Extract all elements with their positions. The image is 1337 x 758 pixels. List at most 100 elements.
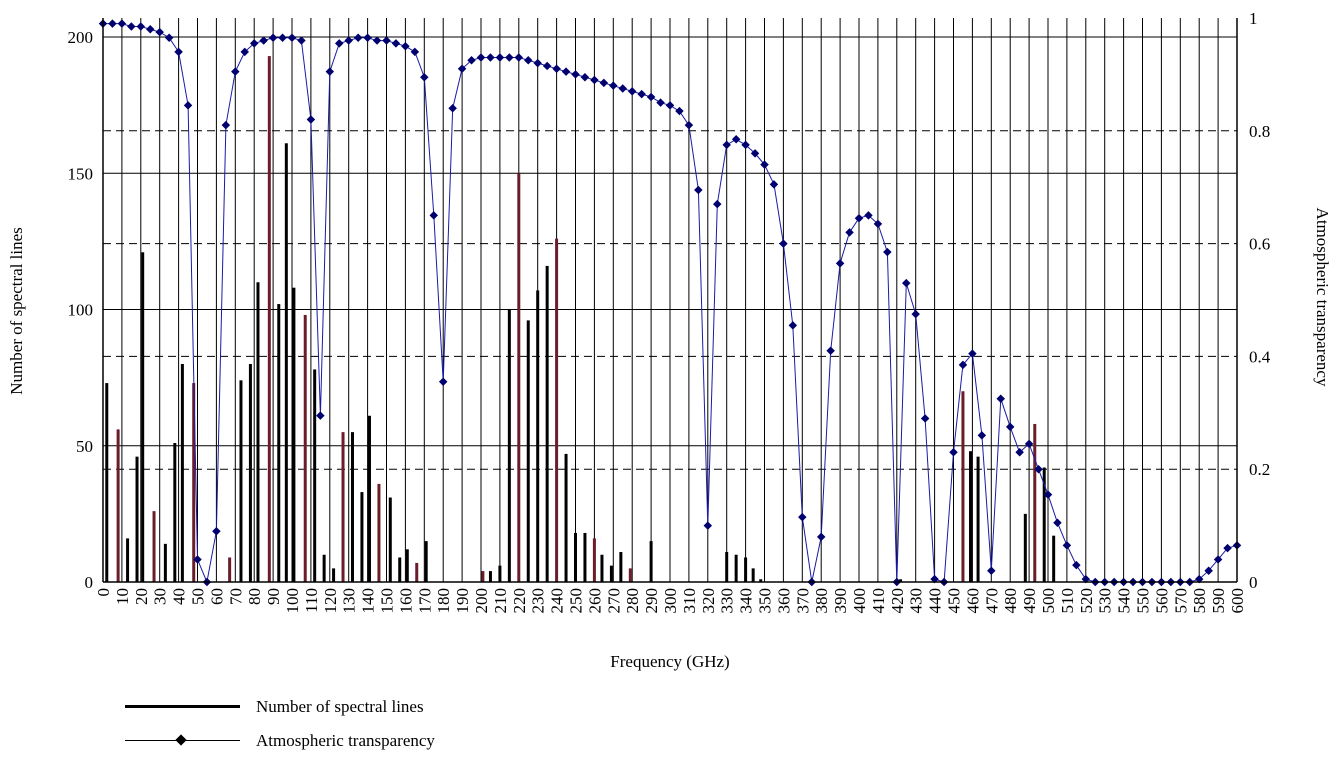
bar	[126, 538, 130, 582]
x-tick-label: 260	[585, 588, 604, 614]
data-point	[391, 39, 401, 48]
x-tick-label: 70	[226, 588, 245, 605]
data-point	[920, 414, 930, 423]
x-tick-label: 280	[623, 588, 642, 614]
data-point	[571, 70, 580, 79]
bar	[256, 282, 260, 582]
x-tick-label: 20	[132, 588, 151, 605]
data-point	[1015, 448, 1024, 457]
bar	[267, 56, 271, 582]
x-tick-label: 160	[396, 588, 415, 614]
data-point	[231, 67, 240, 76]
axes	[102, 18, 1238, 583]
x-tick-label: 560	[1152, 588, 1171, 614]
y-tick-label: 100	[68, 301, 94, 320]
bar	[163, 543, 167, 582]
bar	[583, 532, 587, 582]
data-point	[646, 92, 656, 102]
data-point	[353, 33, 363, 42]
y-tick-label: 50	[76, 437, 93, 456]
bar	[388, 497, 392, 582]
data-point	[590, 75, 599, 85]
bar	[759, 579, 763, 582]
data-point	[514, 53, 524, 62]
data-point	[287, 33, 297, 42]
bar	[377, 483, 381, 582]
x-tick-label: 130	[340, 588, 359, 614]
data-point	[249, 39, 259, 48]
data-point	[694, 185, 703, 195]
y-axis-title: Number of spectral lines	[7, 227, 26, 395]
y-tick-label: 200	[68, 28, 94, 47]
bar	[332, 568, 336, 582]
x-tick-label: 80	[245, 588, 264, 605]
data-point	[618, 84, 627, 93]
x-tick-label: 370	[793, 588, 812, 614]
x-tick-label: 220	[510, 588, 529, 614]
bar	[498, 565, 502, 582]
data-point	[627, 87, 637, 96]
bar	[734, 554, 738, 582]
x-tick-label: 310	[680, 588, 699, 614]
x-tick-label: 390	[831, 588, 850, 614]
bar	[725, 552, 729, 582]
data-point	[703, 521, 713, 530]
data-point	[325, 67, 335, 76]
data-point	[977, 431, 987, 440]
bar	[609, 565, 613, 582]
x-tick-label: 470	[982, 588, 1001, 614]
data-point	[542, 61, 552, 71]
data-point	[835, 259, 845, 268]
x-tick-label: 240	[548, 588, 567, 614]
data-point	[467, 56, 476, 65]
data-point	[675, 106, 684, 116]
bar	[1052, 535, 1056, 582]
data-point	[1072, 560, 1081, 570]
data-point	[136, 22, 146, 31]
data-point	[816, 532, 826, 542]
legend-bar-swatch	[125, 700, 240, 714]
bar	[969, 451, 973, 582]
bar	[600, 554, 604, 582]
bar	[976, 456, 980, 582]
x-tick-label: 420	[888, 588, 907, 614]
x-tick-label: 510	[1058, 588, 1077, 614]
data-point	[127, 22, 136, 31]
data-point	[363, 33, 372, 42]
x-tick-label: 270	[604, 588, 623, 614]
x-tick-label: 540	[1115, 588, 1134, 614]
data-point	[779, 239, 788, 248]
bar	[180, 364, 184, 582]
bar	[173, 443, 177, 582]
data-point	[637, 89, 646, 99]
x-tick-label: 100	[283, 588, 302, 614]
data-point	[297, 36, 306, 45]
y2-tick-label: 0	[1249, 573, 1258, 592]
y2-tick-label: 0.6	[1249, 235, 1270, 254]
data-point	[665, 101, 675, 110]
data-point	[769, 180, 779, 189]
x-tick-label: 460	[963, 588, 982, 614]
y2-tick-label: 0.8	[1249, 122, 1270, 141]
y2-tick-label: 1	[1249, 9, 1258, 28]
data-point	[968, 349, 977, 358]
bar	[415, 562, 419, 582]
bar	[367, 415, 371, 582]
data-point	[1204, 566, 1213, 575]
bar	[116, 429, 120, 582]
data-point	[505, 53, 514, 62]
x-tick-label: 360	[774, 588, 793, 614]
bar	[341, 432, 345, 582]
data-point	[486, 53, 495, 62]
data-point	[599, 78, 609, 88]
data-point	[448, 103, 457, 113]
x-tick-label: 200	[472, 588, 491, 614]
bar	[744, 557, 748, 582]
data-point	[987, 566, 996, 575]
x-tick-label: 410	[869, 588, 888, 614]
bar	[313, 369, 317, 582]
bar	[192, 383, 196, 582]
x-tick-label: 210	[491, 588, 510, 614]
legend-item-spectral-lines: Number of spectral lines	[125, 690, 435, 724]
x-tick-label: 0	[94, 588, 113, 597]
